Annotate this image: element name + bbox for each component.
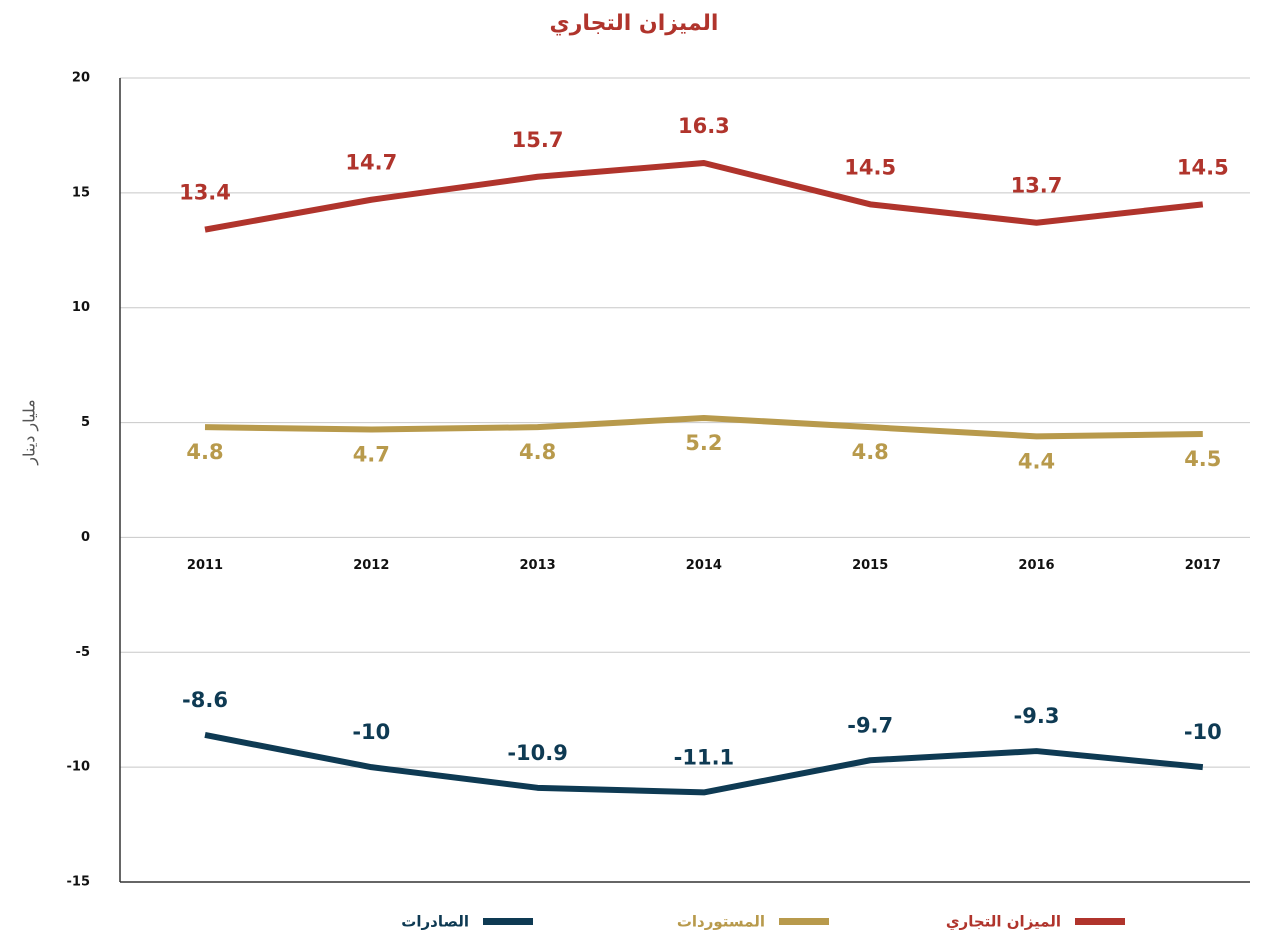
data-label: 4.5 (1184, 447, 1221, 471)
legend-label: المستوردات (677, 913, 765, 931)
y-tick-label: -5 (76, 645, 90, 660)
x-tick-label: 2016 (1018, 558, 1054, 573)
x-tick-label: 2017 (1185, 558, 1221, 573)
line-series (204, 414, 1203, 440)
legend-swatch (1075, 918, 1125, 925)
data-label: -9.3 (1014, 704, 1060, 728)
data-label: -11.1 (674, 745, 735, 769)
data-label: -9.7 (847, 713, 893, 737)
data-label: 14.7 (345, 151, 397, 175)
line-series (204, 732, 1204, 796)
y-tick-label: 0 (81, 530, 90, 545)
data-label: 4.7 (353, 442, 390, 466)
data-label: -10.9 (507, 741, 568, 765)
x-tick-label: 2011 (187, 558, 223, 573)
y-tick-label: 15 (72, 185, 90, 200)
legend-label: الصادرات (401, 913, 469, 931)
data-label: -10 (352, 720, 390, 744)
x-tick-label: 2012 (353, 558, 389, 573)
y-tick-label: -15 (67, 875, 91, 890)
data-label: 13.7 (1011, 174, 1063, 198)
data-label: 14.5 (844, 155, 896, 179)
data-label: 14.5 (1177, 155, 1229, 179)
data-label: 5.2 (685, 431, 722, 455)
y-tick-label: 20 (72, 71, 90, 86)
data-label: 4.8 (852, 440, 889, 464)
chart-title: الميزان التجاري (550, 11, 719, 36)
y-axis-label: مليار دينار (20, 399, 40, 465)
data-label: 4.4 (1018, 449, 1055, 473)
x-tick-label: 2013 (520, 558, 556, 573)
legend-swatch (779, 918, 829, 925)
x-tick-label: 2015 (852, 558, 888, 573)
x-tick-label: 2014 (686, 558, 722, 573)
legend-label: الميزان التجاري (946, 913, 1061, 932)
y-tick-label: 10 (72, 300, 90, 315)
data-label: 15.7 (512, 128, 564, 152)
data-label: 4.8 (186, 440, 223, 464)
line-series (204, 159, 1204, 233)
data-label: 16.3 (678, 114, 730, 138)
y-tick-label: 5 (81, 415, 90, 430)
data-label: -8.6 (182, 688, 228, 712)
y-tick-label: -10 (67, 760, 91, 775)
legend-swatch (483, 918, 533, 925)
data-label: 13.4 (179, 181, 231, 205)
data-label: 4.8 (519, 440, 556, 464)
data-label: -10 (1184, 720, 1222, 744)
